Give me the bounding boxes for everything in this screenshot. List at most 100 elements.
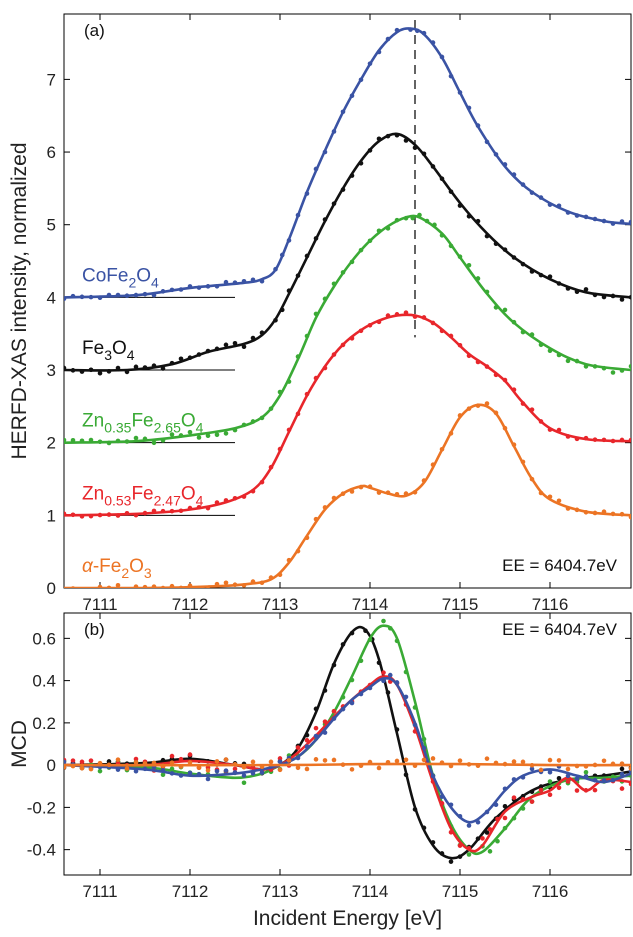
plot-frame: [63, 612, 632, 876]
data-point: [421, 825, 427, 831]
data-point: [457, 758, 463, 763]
data-point: [169, 287, 175, 293]
data-point: [387, 626, 393, 631]
plot-area: [64, 618, 631, 864]
data-point: [70, 586, 76, 588]
data-point: [439, 801, 445, 806]
data-point: [376, 765, 382, 771]
data-point: [178, 773, 184, 778]
data-point: [349, 630, 355, 636]
data-point: [556, 498, 562, 504]
x-tick-label: 7114: [352, 595, 389, 614]
data-point: [480, 836, 485, 841]
data-point: [169, 753, 175, 759]
data-point: [115, 292, 121, 298]
data-point: [475, 276, 481, 281]
x-tick-label: 7116: [532, 882, 569, 901]
data-point: [97, 768, 103, 774]
data-point: [223, 757, 229, 762]
data-point: [592, 510, 598, 516]
data-point: [223, 431, 229, 436]
data-point: [313, 236, 319, 241]
data-point: [349, 259, 355, 265]
data-point: [169, 432, 175, 437]
data-point: [250, 419, 256, 424]
data-point: [241, 494, 247, 499]
data-point: [457, 203, 463, 208]
data-point: [178, 287, 184, 292]
data-point: [403, 310, 409, 315]
data-point: [484, 401, 490, 406]
data-point: [466, 852, 472, 857]
data-point: [214, 581, 220, 587]
data-point: [169, 771, 175, 776]
data-point: [160, 763, 166, 769]
data-point: [205, 433, 211, 439]
data-point: [583, 788, 589, 793]
data-point: [538, 272, 544, 278]
data-point: [286, 238, 292, 243]
y-axis-label: MCD: [8, 720, 31, 768]
data-point: [520, 759, 526, 765]
data-point: [583, 769, 589, 775]
data-point: [313, 375, 319, 381]
data-point: [448, 333, 454, 339]
data-point: [439, 54, 445, 60]
data-point: [214, 759, 220, 764]
data-point: [457, 814, 463, 819]
data-point: [97, 370, 103, 376]
data-point: [187, 505, 193, 511]
data-point: [340, 695, 346, 700]
data-point: [151, 363, 157, 369]
series-line: [64, 762, 631, 767]
data-point: [367, 759, 373, 765]
data-point: [250, 488, 256, 494]
data-point: [259, 415, 265, 421]
data-point: [286, 379, 292, 384]
data-point: [421, 151, 427, 157]
data-point: [412, 705, 418, 710]
data-point: [223, 279, 229, 285]
data-point: [574, 289, 580, 295]
data-point: [403, 491, 409, 496]
data-point: [268, 575, 274, 580]
data-point: [88, 766, 94, 772]
data-point: [583, 509, 589, 515]
data-point: [160, 366, 166, 371]
data-point: [313, 725, 319, 731]
data-point: [583, 364, 589, 369]
data-point: [394, 27, 400, 33]
series-label: Zn0.35Fe2.65O4: [82, 411, 204, 436]
data-point: [304, 732, 310, 738]
ee-annotation: EE = 6404.7eV: [502, 620, 618, 639]
data-point: [547, 274, 553, 279]
data-point: [214, 768, 220, 774]
data-point: [556, 427, 562, 433]
data-point: [70, 758, 76, 763]
data-point: [277, 759, 283, 764]
series-line: [64, 625, 631, 860]
data-point: [232, 582, 238, 587]
data-point: [367, 484, 373, 490]
data-point: [412, 489, 418, 495]
data-point: [487, 849, 493, 854]
data-point: [90, 587, 92, 588]
data-point: [432, 222, 437, 228]
y-tick-label: 6: [47, 143, 56, 162]
data-point: [430, 756, 436, 761]
data-point: [151, 584, 157, 588]
data-point: [547, 427, 553, 432]
y-tick-label: 5: [47, 216, 56, 235]
data-point: [538, 490, 544, 496]
data-point: [250, 335, 256, 341]
data-point: [410, 215, 416, 221]
data-point: [331, 352, 337, 357]
data-point: [223, 580, 229, 586]
data-point: [502, 825, 508, 831]
data-point: [142, 761, 148, 766]
data-point: [538, 784, 544, 789]
data-point: [412, 729, 418, 734]
data-point: [304, 744, 310, 749]
data-point: [601, 778, 607, 783]
data-point: [106, 512, 112, 517]
